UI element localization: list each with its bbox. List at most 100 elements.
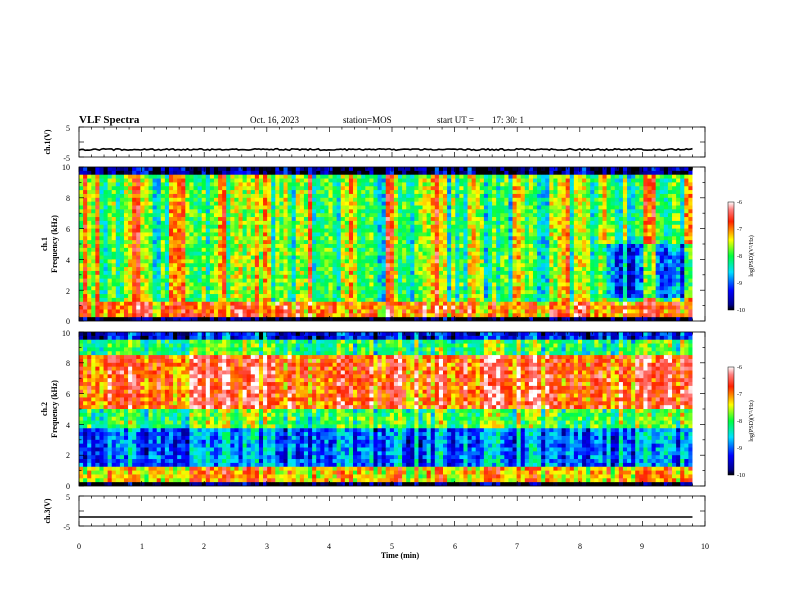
heatmap-cell (312, 220, 317, 226)
heatmap-cell (414, 267, 419, 272)
heatmap-cell (357, 170, 362, 176)
heatmap-cell (283, 313, 288, 318)
heatmap-cell (299, 236, 305, 241)
heatmap-cell (463, 217, 468, 222)
heatmap-cell (99, 217, 104, 222)
heatmap-cell (87, 205, 92, 210)
heatmap-cell (91, 286, 96, 291)
heatmap-cell (463, 240, 468, 245)
heatmap-cell (181, 251, 186, 256)
heatmap-cell (475, 236, 481, 241)
heatmap-cell (263, 251, 268, 256)
heatmap-cell (398, 209, 403, 214)
heatmap-cell (115, 228, 121, 233)
heatmap-cell (156, 232, 162, 237)
heatmap-cell (193, 270, 199, 276)
heatmap-cell (430, 182, 436, 187)
heatmap-cell (226, 205, 231, 210)
heatmap-cell (291, 259, 297, 264)
heatmap-cell (500, 182, 505, 187)
heatmap-cell (348, 251, 354, 256)
heatmap-cell (447, 251, 452, 256)
heatmap-cell (95, 305, 100, 310)
heatmap-cell (152, 170, 158, 176)
heatmap-cell (353, 232, 358, 237)
heatmap-cell (316, 209, 321, 214)
heatmap-cell (177, 259, 182, 264)
heatmap-cell (95, 270, 100, 276)
heatmap-cell (128, 217, 133, 222)
heatmap-cell (91, 236, 96, 241)
heatmap-cell (168, 228, 174, 233)
heatmap-cell (152, 278, 158, 283)
heatmap-cell (504, 190, 509, 195)
heatmap-cell (140, 186, 145, 191)
heatmap-cell (160, 209, 166, 214)
heatmap-cell (213, 251, 219, 256)
heatmap-cell (181, 178, 186, 183)
heatmap-cell (308, 186, 313, 191)
heatmap-cell (103, 224, 109, 229)
heatmap-cell (475, 217, 481, 222)
heatmap-cell (353, 213, 358, 218)
heatmap-cell (91, 297, 96, 303)
heatmap-cell (553, 178, 558, 183)
heatmap-cell (545, 228, 550, 233)
heatmap-cell (189, 274, 194, 280)
heatmap-cell (402, 224, 407, 229)
heatmap-cell (565, 313, 571, 318)
heatmap-cell (132, 228, 137, 233)
heatmap-cell (348, 259, 354, 264)
heatmap-cell (393, 317, 399, 321)
heatmap-cell (512, 167, 518, 172)
heatmap-cell (365, 209, 370, 214)
heatmap-cell (136, 294, 141, 299)
heatmap-cell (271, 178, 276, 183)
heatmap-cell (504, 309, 509, 314)
heatmap-cell (209, 286, 215, 291)
heatmap-cell (271, 290, 276, 295)
heatmap-cell (295, 182, 301, 187)
heatmap-cell (492, 263, 497, 268)
heatmap-cell (209, 301, 215, 306)
heatmap-cell (377, 282, 383, 287)
heatmap-cell (209, 213, 215, 218)
heatmap-cell (148, 224, 154, 229)
heatmap-cell (308, 170, 313, 176)
heatmap-cell (275, 263, 280, 268)
heatmap-cell (295, 170, 301, 176)
heatmap-cell (295, 251, 301, 256)
heatmap-cell (312, 186, 317, 191)
heatmap-cell (189, 213, 194, 218)
heatmap-cell (181, 193, 186, 199)
heatmap-cell (561, 290, 567, 295)
heatmap-cell (373, 197, 378, 203)
heatmap-cell (385, 174, 391, 179)
heatmap-cell (573, 205, 579, 210)
heatmap-cell (136, 297, 141, 303)
heatmap-cell (402, 294, 407, 299)
heatmap-cell (553, 297, 558, 303)
heatmap-cell (406, 267, 411, 272)
heatmap-cell (377, 267, 383, 272)
heatmap-cell (553, 197, 558, 203)
heatmap-cell (205, 305, 211, 310)
heatmap-cell (189, 224, 194, 229)
heatmap-cell (500, 267, 505, 272)
heatmap-cell (496, 186, 501, 191)
heatmap-cell (443, 317, 448, 321)
heatmap-cell (181, 174, 186, 179)
heatmap-cell (246, 186, 252, 191)
heatmap-cell (561, 240, 567, 245)
heatmap-cell (586, 205, 591, 210)
heatmap-cell (128, 259, 133, 264)
heatmap-cell (528, 305, 534, 310)
heatmap-cell (447, 309, 452, 314)
heatmap-cell (569, 244, 575, 249)
heatmap-cell (479, 217, 485, 222)
heatmap-cell (103, 305, 109, 310)
heatmap-cell (443, 309, 448, 314)
heatmap-cell (242, 309, 248, 314)
heatmap-cell (271, 247, 276, 253)
heatmap-cell (344, 255, 350, 260)
